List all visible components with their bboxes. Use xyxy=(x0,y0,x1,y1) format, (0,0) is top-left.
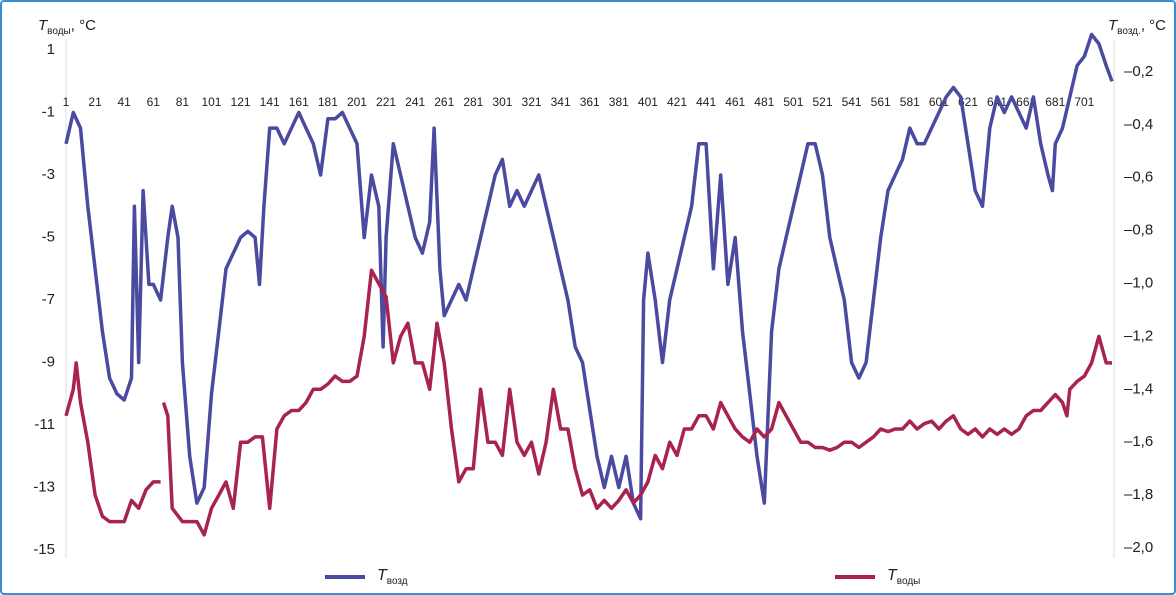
y-axis-title: Tводы, °C xyxy=(38,17,96,37)
x-tick-label: 101 xyxy=(201,95,221,109)
y2-tick-label: –1,2 xyxy=(1124,327,1153,344)
x-tick-label: 541 xyxy=(842,95,862,109)
y2-tick-label: –2,0 xyxy=(1124,539,1153,556)
x-tick-label: 341 xyxy=(551,95,571,109)
x-tick-label: 441 xyxy=(696,95,716,109)
x-tick-label: 421 xyxy=(667,95,687,109)
x-tick-label: 1 xyxy=(63,95,70,109)
y-tick-label: -11 xyxy=(34,416,55,433)
x-tick-label: 461 xyxy=(725,95,745,109)
y2-tick-label: –1,6 xyxy=(1124,433,1153,450)
data-line xyxy=(64,268,1112,537)
y2-axis-title: Tвозд., °C xyxy=(1108,17,1166,37)
x-tick-label: 481 xyxy=(754,95,774,109)
x-tick-label: 281 xyxy=(463,95,483,109)
y2-tick-label: –0,2 xyxy=(1124,63,1153,80)
x-tick-label: 581 xyxy=(900,95,920,109)
x-tick-label: 61 xyxy=(147,95,161,109)
x-tick-label: 161 xyxy=(289,95,309,109)
legend-label: Tвозд xyxy=(377,567,408,586)
x-tick-label: 221 xyxy=(376,95,396,109)
x-tick-label: 321 xyxy=(522,95,542,109)
x-tick-label: 81 xyxy=(176,95,190,109)
y-tick-label: -5 xyxy=(42,228,55,245)
y2-tick-label: –0,6 xyxy=(1124,169,1153,186)
y-tick-label: -15 xyxy=(33,541,55,558)
x-tick-label: 121 xyxy=(231,95,251,109)
x-tick-label: 361 xyxy=(580,95,600,109)
y-tick-label: -7 xyxy=(42,291,55,308)
x-tick-label: 381 xyxy=(609,95,629,109)
x-tick-label: 261 xyxy=(434,95,454,109)
x-tick-label: 201 xyxy=(347,95,367,109)
y-tick-label: -9 xyxy=(42,353,55,370)
x-tick-label: 141 xyxy=(260,95,280,109)
x-tick-label: 561 xyxy=(871,95,891,109)
y2-tick-label: –1,8 xyxy=(1124,486,1153,503)
x-tick-label: 681 xyxy=(1045,95,1065,109)
legend-label: Tводы xyxy=(887,567,920,586)
y-tick-label: -1 xyxy=(42,103,55,120)
x-tick-label: 41 xyxy=(118,95,132,109)
y2-tick-label: –0,4 xyxy=(1124,116,1153,133)
y-tick-label: 1 xyxy=(47,41,55,58)
x-tick-label: 21 xyxy=(88,95,102,109)
x-tick-label: 181 xyxy=(318,95,338,109)
x-tick-label: 401 xyxy=(638,95,658,109)
y-tick-label: -3 xyxy=(42,166,55,183)
x-tick-label: 301 xyxy=(492,95,512,109)
x-tick-label: 501 xyxy=(783,95,803,109)
y2-tick-label: –1,0 xyxy=(1124,275,1153,292)
x-tick-label: 521 xyxy=(812,95,832,109)
data-line xyxy=(64,32,1114,521)
x-tick-label: 241 xyxy=(405,95,425,109)
x-tick-label: 701 xyxy=(1074,95,1094,109)
y-tick-label: -13 xyxy=(33,478,55,495)
y2-tick-label: –0,8 xyxy=(1124,222,1153,239)
y2-tick-label: –1,4 xyxy=(1124,380,1153,397)
